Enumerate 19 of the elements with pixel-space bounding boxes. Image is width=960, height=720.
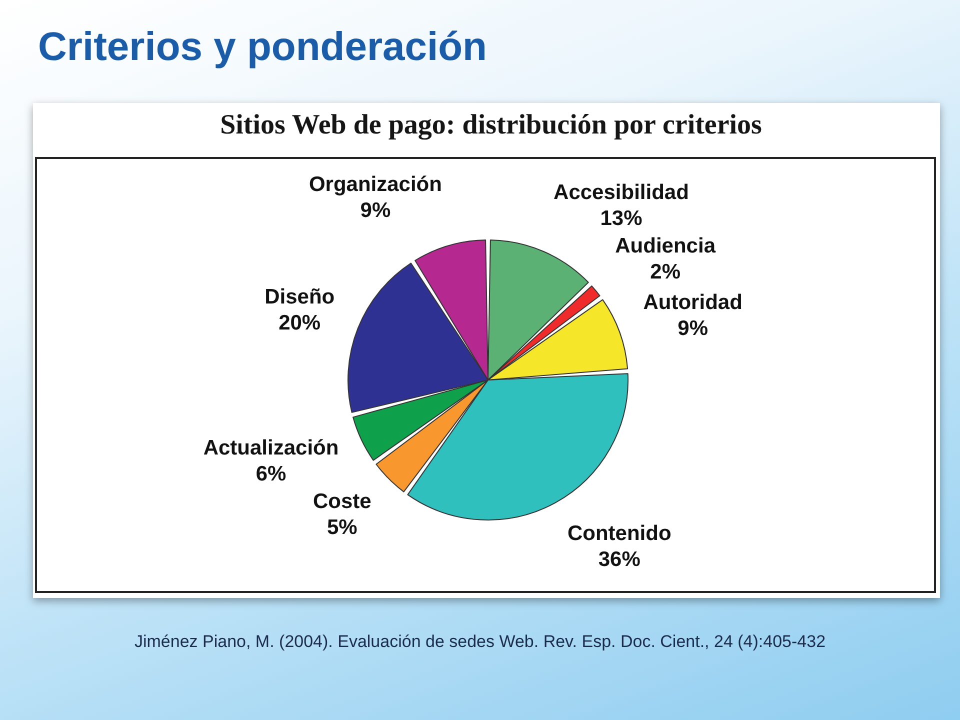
slice-label: Accesibilidad xyxy=(554,181,689,204)
slice-label: Autoridad xyxy=(643,291,742,314)
data-label: 2% xyxy=(650,260,681,284)
data-label: 9% xyxy=(360,199,391,222)
slice-label: Audiencia xyxy=(615,234,716,258)
slice-label: Diseño xyxy=(264,286,335,309)
text: Jiménez Piano, M. (2004). Evaluación de sedes Web. Rev. Esp. Doc. Cient., 24 (4):405-432 xyxy=(134,632,826,651)
chart-subtitle: Sitios Web de pago: distribución por criterios xyxy=(220,110,762,140)
slice-label: Actualización xyxy=(203,436,339,460)
data-label: 5% xyxy=(326,516,358,539)
data-label: 9% xyxy=(678,317,708,340)
slice-label: Organización xyxy=(308,173,442,196)
data-label: 13% xyxy=(600,207,643,230)
chart-title: Criterios y ponderación xyxy=(38,25,487,69)
slice-label: Contenido xyxy=(567,522,672,545)
data-label: 36% xyxy=(598,548,641,571)
data-label: 6% xyxy=(256,462,287,486)
slice-label: Coste xyxy=(312,490,372,513)
data-label: 20% xyxy=(278,312,321,335)
